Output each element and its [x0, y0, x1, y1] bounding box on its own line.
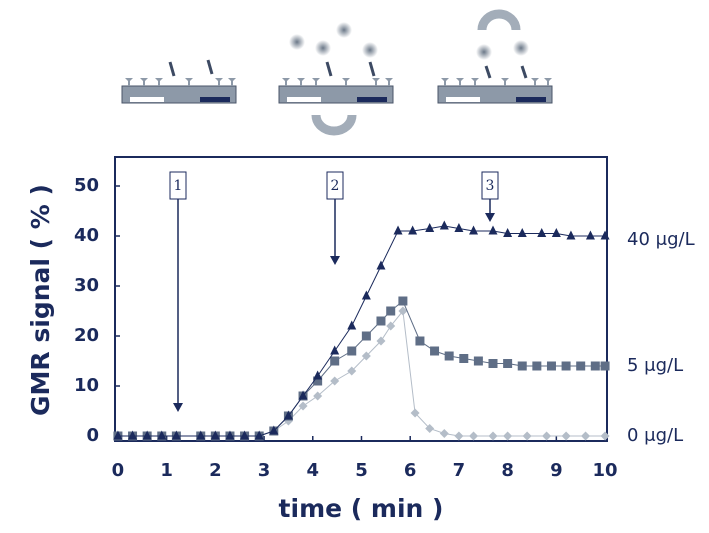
data-point: [454, 432, 463, 441]
x-tick-label: 5: [355, 460, 368, 481]
data-point: [362, 332, 371, 341]
data-point: [576, 362, 585, 371]
legend-label: 40 μg/L: [627, 229, 695, 250]
x-tick-label: 3: [258, 460, 271, 481]
data-point: [440, 221, 449, 230]
schematic: [122, 14, 552, 131]
data-point: [489, 226, 498, 235]
y-tick-label: 20: [74, 325, 99, 346]
data-point: [518, 362, 527, 371]
data-point: [591, 362, 600, 371]
data-point: [601, 432, 610, 441]
data-point: [489, 359, 498, 368]
x-tick-label: 10: [593, 460, 618, 481]
y-tick-label: 30: [74, 275, 99, 296]
data-point: [503, 432, 512, 441]
data-point: [581, 432, 590, 441]
data-point: [376, 261, 385, 270]
x-tick-label: 8: [501, 460, 514, 481]
data-point: [445, 352, 454, 361]
arrow-head: [173, 403, 183, 412]
data-point: [440, 429, 449, 438]
arrow-head: [330, 256, 340, 265]
chart: GMR signal ( % ) time ( min ) 0 1 2 3 4 5 6 7 8 9…: [0, 0, 709, 529]
data-point: [394, 226, 403, 235]
series-line: [118, 301, 605, 436]
annotation: 1: [174, 178, 183, 194]
x-tick-label: 1: [160, 460, 173, 481]
data-point: [601, 362, 610, 371]
data-point: [347, 347, 356, 356]
data-point: [386, 307, 395, 316]
y-tick-label: 10: [74, 375, 99, 396]
data-point: [552, 228, 561, 237]
data-point: [601, 231, 610, 240]
data-point: [562, 362, 571, 371]
data-point: [347, 321, 356, 330]
data-point: [362, 291, 371, 300]
data-point: [503, 359, 512, 368]
data-point: [489, 432, 498, 441]
legend-label: 5 μg/L: [627, 355, 683, 376]
data-point: [430, 347, 439, 356]
legend-label: 0 μg/L: [627, 425, 683, 446]
data-point: [537, 228, 546, 237]
x-tick-label: 0: [112, 460, 125, 481]
data-point: [586, 231, 595, 240]
data-point: [542, 432, 551, 441]
plot-frame: [115, 157, 607, 441]
data-point: [518, 228, 527, 237]
data-point: [469, 432, 478, 441]
data-point: [532, 362, 541, 371]
x-tick-label: 4: [307, 460, 320, 481]
x-axis-label: time ( min ): [279, 494, 444, 523]
data-point: [376, 317, 385, 326]
data-point: [398, 297, 407, 306]
data-point: [415, 337, 424, 346]
x-tick-label: 9: [550, 460, 563, 481]
data-point: [547, 362, 556, 371]
data-point: [562, 432, 571, 441]
annotation: 2: [331, 178, 340, 194]
x-tick-label: 7: [453, 460, 466, 481]
series-line: [118, 226, 605, 436]
data-point: [330, 357, 339, 366]
y-tick-label: 0: [86, 425, 99, 446]
annotation: 3: [486, 178, 495, 194]
data-point: [523, 432, 532, 441]
arrow-head: [485, 213, 495, 222]
y-tick-label: 40: [74, 225, 99, 246]
x-tick-label: 2: [209, 460, 222, 481]
data-point: [459, 354, 468, 363]
y-tick-label: 50: [74, 175, 99, 196]
x-tick-label: 6: [404, 460, 417, 481]
data-point: [408, 226, 417, 235]
y-axis-label: GMR signal ( % ): [26, 184, 55, 416]
data-point: [474, 357, 483, 366]
